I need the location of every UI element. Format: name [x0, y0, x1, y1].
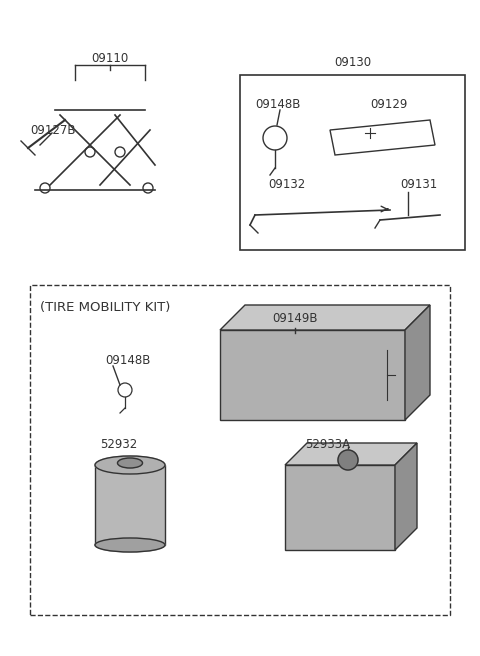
Bar — [95, 465, 165, 545]
Bar — [285, 465, 395, 550]
Text: 09149B: 09149B — [272, 312, 318, 325]
Text: 09130: 09130 — [334, 56, 371, 70]
Text: 09131: 09131 — [400, 178, 437, 192]
Ellipse shape — [95, 456, 165, 474]
Text: 09148B: 09148B — [255, 98, 300, 112]
Polygon shape — [405, 305, 430, 420]
Text: 09110: 09110 — [91, 52, 129, 64]
Text: (TIRE MOBILITY KIT): (TIRE MOBILITY KIT) — [40, 300, 170, 314]
Bar — [240, 75, 465, 250]
Text: 52932: 52932 — [100, 438, 137, 451]
Text: 09132: 09132 — [268, 178, 305, 192]
Text: 09127B: 09127B — [30, 123, 75, 136]
Bar — [30, 285, 450, 615]
Ellipse shape — [95, 538, 165, 552]
Polygon shape — [220, 305, 430, 330]
Text: 09148B: 09148B — [105, 354, 150, 367]
Text: 52933A: 52933A — [305, 438, 350, 451]
Polygon shape — [395, 443, 417, 550]
Circle shape — [338, 450, 358, 470]
Polygon shape — [285, 443, 417, 465]
Ellipse shape — [118, 458, 143, 468]
Bar — [220, 330, 405, 420]
Text: 09129: 09129 — [370, 98, 408, 112]
